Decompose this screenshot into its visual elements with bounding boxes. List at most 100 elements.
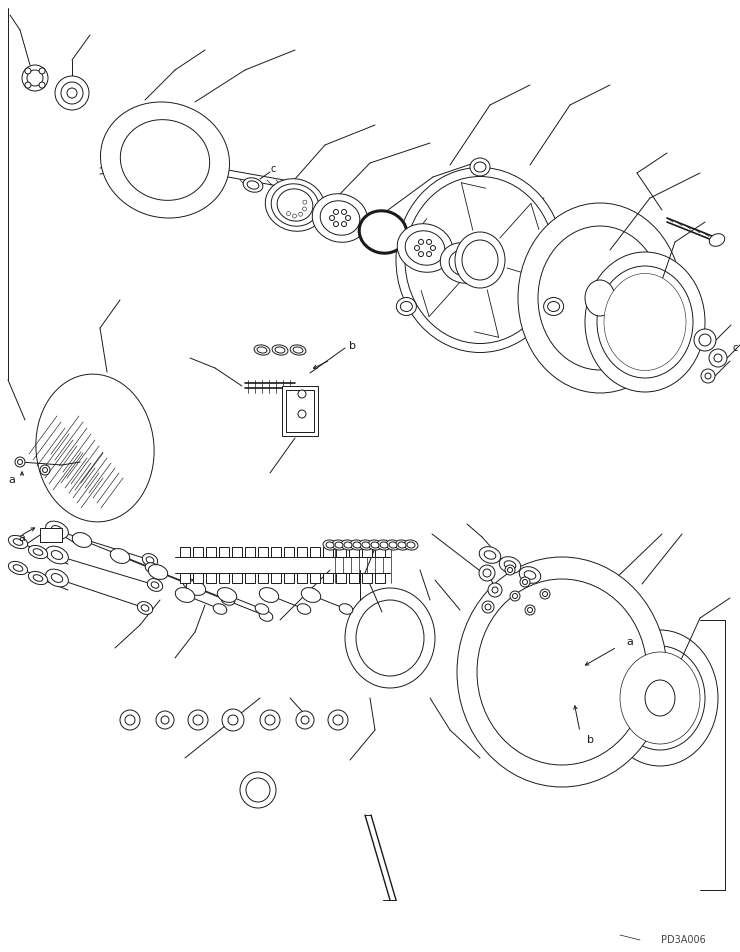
Ellipse shape bbox=[28, 571, 47, 585]
Circle shape bbox=[161, 716, 169, 724]
Circle shape bbox=[125, 715, 135, 725]
Circle shape bbox=[120, 710, 140, 730]
Bar bbox=[323, 547, 333, 557]
Ellipse shape bbox=[213, 604, 226, 614]
Ellipse shape bbox=[138, 602, 152, 614]
Ellipse shape bbox=[359, 210, 407, 253]
Ellipse shape bbox=[121, 120, 209, 200]
Ellipse shape bbox=[8, 562, 27, 575]
Ellipse shape bbox=[371, 542, 379, 548]
Ellipse shape bbox=[406, 230, 445, 266]
Bar bbox=[258, 573, 268, 583]
Circle shape bbox=[513, 593, 517, 599]
Circle shape bbox=[298, 390, 306, 398]
Ellipse shape bbox=[175, 587, 195, 603]
Circle shape bbox=[25, 68, 31, 74]
Circle shape bbox=[522, 580, 528, 585]
Circle shape bbox=[296, 711, 314, 729]
Circle shape bbox=[303, 200, 307, 204]
Bar bbox=[375, 573, 385, 583]
Circle shape bbox=[39, 68, 45, 74]
Text: c: c bbox=[270, 164, 276, 174]
Circle shape bbox=[426, 240, 431, 245]
Ellipse shape bbox=[353, 542, 361, 548]
Circle shape bbox=[292, 214, 297, 218]
Ellipse shape bbox=[271, 184, 319, 227]
Ellipse shape bbox=[255, 604, 269, 614]
Ellipse shape bbox=[548, 302, 559, 311]
Ellipse shape bbox=[145, 563, 159, 573]
Ellipse shape bbox=[33, 575, 43, 582]
Bar bbox=[284, 547, 294, 557]
Ellipse shape bbox=[36, 374, 154, 522]
Circle shape bbox=[298, 212, 303, 216]
Circle shape bbox=[714, 354, 722, 362]
Ellipse shape bbox=[613, 284, 677, 360]
Ellipse shape bbox=[481, 585, 643, 760]
Circle shape bbox=[329, 215, 334, 221]
Ellipse shape bbox=[51, 550, 63, 560]
Circle shape bbox=[265, 715, 275, 725]
Ellipse shape bbox=[462, 240, 498, 280]
Ellipse shape bbox=[326, 542, 334, 548]
Bar bbox=[349, 547, 359, 557]
Ellipse shape bbox=[407, 542, 415, 548]
Circle shape bbox=[542, 591, 548, 597]
Ellipse shape bbox=[247, 181, 259, 189]
Ellipse shape bbox=[320, 201, 360, 235]
Ellipse shape bbox=[645, 680, 675, 716]
Bar bbox=[232, 547, 242, 557]
Circle shape bbox=[346, 215, 351, 221]
Ellipse shape bbox=[405, 176, 555, 344]
Ellipse shape bbox=[13, 539, 23, 545]
Ellipse shape bbox=[341, 540, 355, 550]
Circle shape bbox=[483, 569, 491, 577]
Circle shape bbox=[479, 565, 495, 581]
Ellipse shape bbox=[151, 582, 159, 588]
Circle shape bbox=[699, 334, 711, 346]
Ellipse shape bbox=[184, 579, 197, 589]
Ellipse shape bbox=[290, 345, 306, 355]
Ellipse shape bbox=[597, 266, 693, 378]
Circle shape bbox=[298, 410, 306, 418]
Circle shape bbox=[222, 709, 244, 731]
Circle shape bbox=[694, 329, 716, 351]
Ellipse shape bbox=[524, 571, 536, 579]
Ellipse shape bbox=[544, 297, 564, 315]
Bar bbox=[336, 547, 346, 557]
Text: a: a bbox=[18, 533, 25, 543]
Bar bbox=[193, 547, 203, 557]
Ellipse shape bbox=[243, 178, 263, 192]
Circle shape bbox=[528, 607, 533, 612]
Circle shape bbox=[25, 82, 31, 89]
Circle shape bbox=[705, 373, 711, 379]
Ellipse shape bbox=[312, 193, 368, 243]
Ellipse shape bbox=[356, 600, 424, 676]
Circle shape bbox=[328, 710, 348, 730]
Circle shape bbox=[260, 710, 280, 730]
Ellipse shape bbox=[148, 565, 168, 580]
Bar bbox=[336, 573, 346, 583]
Bar bbox=[297, 547, 307, 557]
Ellipse shape bbox=[362, 542, 370, 548]
Ellipse shape bbox=[293, 347, 303, 353]
Circle shape bbox=[303, 207, 306, 211]
Circle shape bbox=[341, 209, 346, 214]
Ellipse shape bbox=[51, 573, 63, 583]
Bar bbox=[297, 573, 307, 583]
Ellipse shape bbox=[350, 540, 364, 550]
Ellipse shape bbox=[538, 226, 662, 370]
Ellipse shape bbox=[377, 540, 391, 550]
Ellipse shape bbox=[13, 565, 23, 571]
Bar bbox=[193, 573, 203, 583]
Ellipse shape bbox=[604, 273, 686, 370]
Bar bbox=[245, 547, 255, 557]
Bar bbox=[232, 573, 242, 583]
Ellipse shape bbox=[585, 280, 615, 316]
Ellipse shape bbox=[368, 540, 382, 550]
Circle shape bbox=[701, 369, 715, 383]
Ellipse shape bbox=[380, 542, 388, 548]
Circle shape bbox=[156, 711, 174, 729]
Circle shape bbox=[22, 65, 48, 91]
Ellipse shape bbox=[142, 554, 158, 566]
